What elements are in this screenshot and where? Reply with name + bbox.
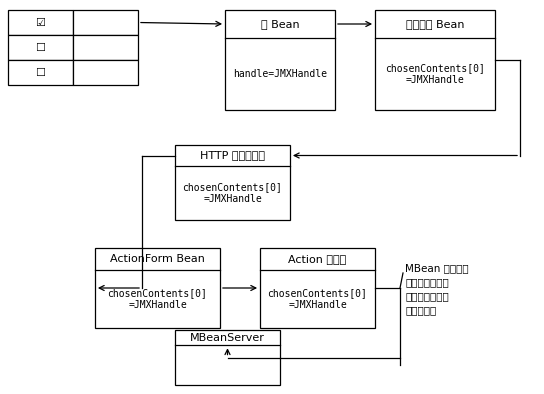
Text: chosenContents[0]
=JMXHandle: chosenContents[0] =JMXHandle <box>108 288 207 310</box>
Text: chosenContents[0]
=JMXHandle: chosenContents[0] =JMXHandle <box>385 63 485 85</box>
Text: ☑: ☑ <box>35 17 46 28</box>
Bar <box>73 10 138 35</box>
Bar <box>73 35 138 60</box>
Bar <box>375 10 495 110</box>
Text: 行 Bean: 行 Bean <box>261 19 299 29</box>
Text: MBean をルック
アップしてその
オペレーション
を呼び出す: MBean をルック アップしてその オペレーション を呼び出す <box>405 263 468 315</box>
Text: handle=JMXHandle: handle=JMXHandle <box>233 69 327 79</box>
Bar <box>8 10 73 35</box>
Text: HTTP リクエスト: HTTP リクエスト <box>200 151 265 160</box>
Bar <box>73 60 138 85</box>
Text: ☐: ☐ <box>35 43 46 52</box>
Bar <box>8 35 73 60</box>
Bar <box>225 10 335 110</box>
Bar <box>8 60 73 85</box>
Text: chosenContents[0]
=JMXHandle: chosenContents[0] =JMXHandle <box>183 182 282 204</box>
Text: Action クラス: Action クラス <box>288 254 347 264</box>
Text: テーブル Bean: テーブル Bean <box>406 19 464 29</box>
Text: chosenContents[0]
=JMXHandle: chosenContents[0] =JMXHandle <box>268 288 367 310</box>
Text: ☐: ☐ <box>35 67 46 78</box>
Text: MBeanServer: MBeanServer <box>190 333 265 343</box>
Bar <box>260 248 375 328</box>
Bar <box>95 248 220 328</box>
Text: ActionForm Bean: ActionForm Bean <box>110 254 205 264</box>
Bar <box>175 330 280 385</box>
Bar <box>175 145 290 220</box>
